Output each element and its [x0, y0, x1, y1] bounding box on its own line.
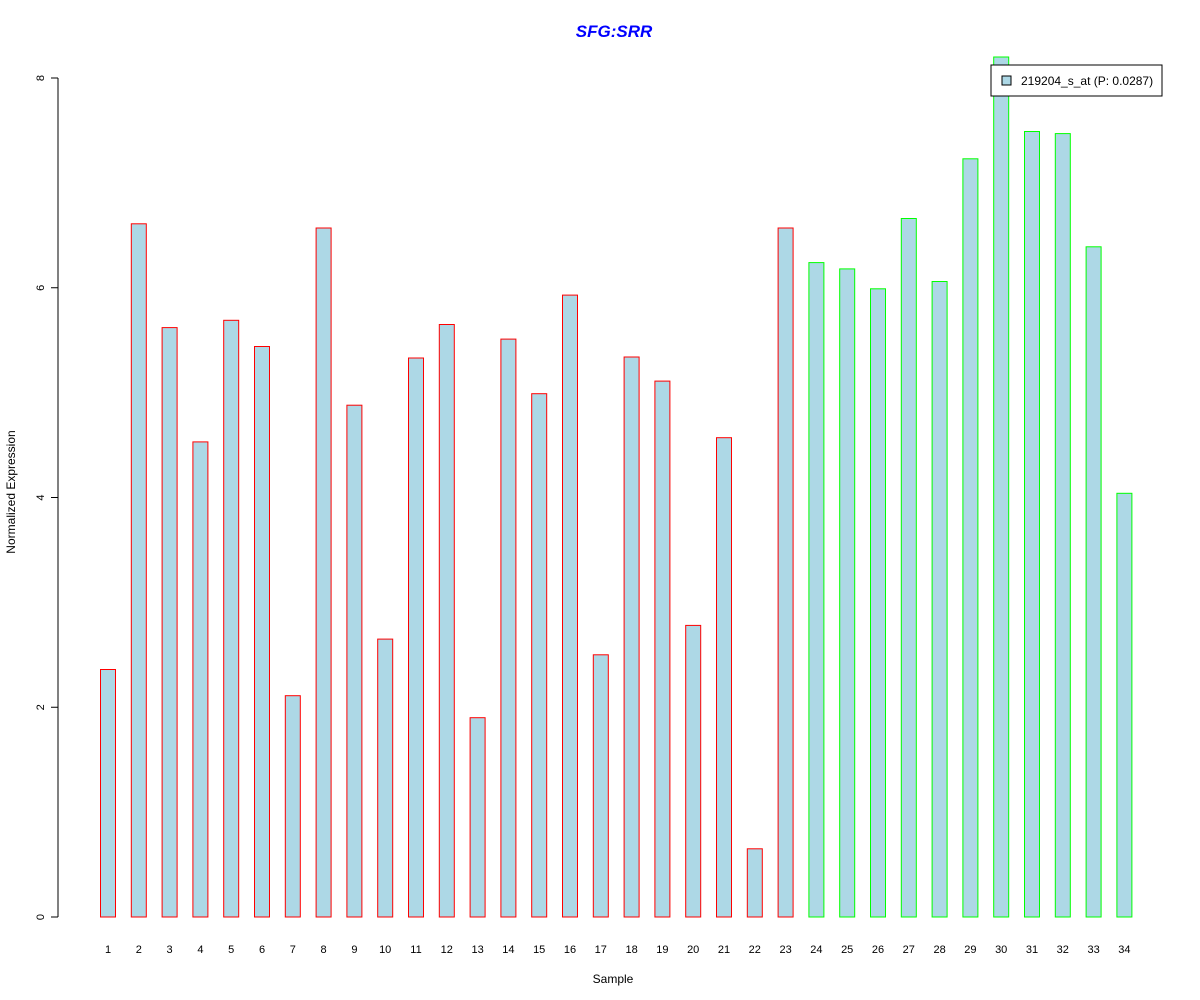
bars-group — [100, 56, 1133, 918]
x-tick-label: 16 — [564, 944, 576, 956]
bar-sample-10 — [377, 638, 394, 918]
bar-sample-32 — [1054, 133, 1071, 918]
legend-swatch — [1001, 75, 1012, 86]
bar-sample-17 — [592, 654, 609, 918]
x-tick-label: 28 — [933, 944, 945, 956]
x-tick-label: 23 — [779, 944, 791, 956]
bar-sample-15 — [531, 393, 548, 918]
bar-sample-18 — [623, 356, 640, 918]
bar-sample-9 — [346, 404, 363, 918]
x-tick-label: 33 — [1087, 944, 1099, 956]
legend: 219204_s_at (P: 0.0287) — [990, 64, 1163, 97]
x-tick-label: 1 — [105, 944, 111, 956]
x-tick-labels: 1 2 3 4 5 6 7 8 9 10 11 12 13 14 15 16 17 18 19 20 21 22 23 24 2… — [105, 944, 1131, 956]
bar-sample-22 — [746, 848, 763, 918]
bar-sample-5 — [223, 319, 240, 918]
y-tick-label: 0 — [35, 914, 47, 920]
y-tick-label: 6 — [35, 285, 47, 291]
x-tick-label: 6 — [259, 944, 265, 956]
x-tick-label: 21 — [718, 944, 730, 956]
bar-sample-3 — [161, 327, 178, 918]
x-tick-label: 32 — [1057, 944, 1069, 956]
x-tick-label: 34 — [1118, 944, 1130, 956]
bar-sample-28 — [931, 281, 948, 918]
bar-sample-20 — [685, 624, 702, 918]
x-tick-label: 30 — [995, 944, 1007, 956]
x-tick-label: 20 — [687, 944, 699, 956]
bar-sample-1 — [100, 669, 116, 918]
bar-sample-13 — [469, 717, 486, 918]
x-tick-label: 13 — [471, 944, 483, 956]
bar-sample-2 — [130, 223, 147, 918]
legend-label: 219204_s_at (P: 0.0287) — [1021, 74, 1153, 88]
x-tick-label: 5 — [228, 944, 234, 956]
bar-sample-26 — [870, 288, 886, 918]
y-axis-label: Normalized Expression — [4, 430, 18, 553]
y-tick-label: 8 — [35, 75, 47, 81]
bar-sample-34 — [1116, 492, 1133, 918]
bar-sample-23 — [777, 227, 794, 918]
x-tick-label: 31 — [1026, 944, 1038, 956]
bar-sample-30 — [993, 56, 1010, 918]
x-tick-label: 17 — [595, 944, 607, 956]
y-tick-label: 2 — [35, 704, 47, 710]
x-tick-label: 29 — [964, 944, 976, 956]
bar-sample-16 — [562, 294, 578, 918]
bar-sample-21 — [716, 437, 732, 918]
bar-sample-29 — [962, 158, 979, 918]
bar-sample-11 — [408, 357, 424, 918]
y-axis: 0 2 4 6 8 — [35, 75, 59, 920]
x-tick-label: 24 — [810, 944, 822, 956]
x-tick-label: 3 — [167, 944, 173, 956]
x-tick-label: 25 — [841, 944, 853, 956]
bar-sample-19 — [654, 380, 671, 918]
x-tick-label: 15 — [533, 944, 545, 956]
x-tick-label: 11 — [410, 944, 421, 956]
bar-sample-33 — [1085, 246, 1102, 918]
y-tick-label: 4 — [35, 494, 47, 500]
x-tick-label: 9 — [351, 944, 357, 956]
x-tick-label: 22 — [749, 944, 761, 956]
x-tick-label: 14 — [502, 944, 514, 956]
bar-sample-27 — [900, 218, 917, 918]
chart-title: SFG:SRR — [576, 22, 653, 41]
bar-sample-25 — [839, 268, 856, 918]
x-tick-label: 7 — [290, 944, 296, 956]
bar-sample-4 — [192, 441, 209, 918]
x-tick-label: 4 — [197, 944, 203, 956]
bar-sample-14 — [500, 338, 517, 918]
x-tick-label: 26 — [872, 944, 884, 956]
bar-sample-31 — [1024, 131, 1040, 918]
x-tick-label: 8 — [321, 944, 327, 956]
x-tick-label: 27 — [903, 944, 915, 956]
bar-sample-24 — [808, 262, 825, 918]
x-tick-label: 2 — [136, 944, 142, 956]
bar-sample-8 — [315, 227, 332, 918]
x-tick-label: 10 — [379, 944, 391, 956]
legend-box — [990, 64, 1163, 97]
bar-sample-12 — [438, 324, 455, 918]
bar-sample-7 — [284, 695, 301, 918]
x-tick-label: 12 — [441, 944, 453, 956]
x-tick-label: 19 — [656, 944, 668, 956]
bar-sample-6 — [254, 346, 270, 918]
x-axis-label: Sample — [593, 972, 634, 986]
x-tick-label: 18 — [625, 944, 637, 956]
